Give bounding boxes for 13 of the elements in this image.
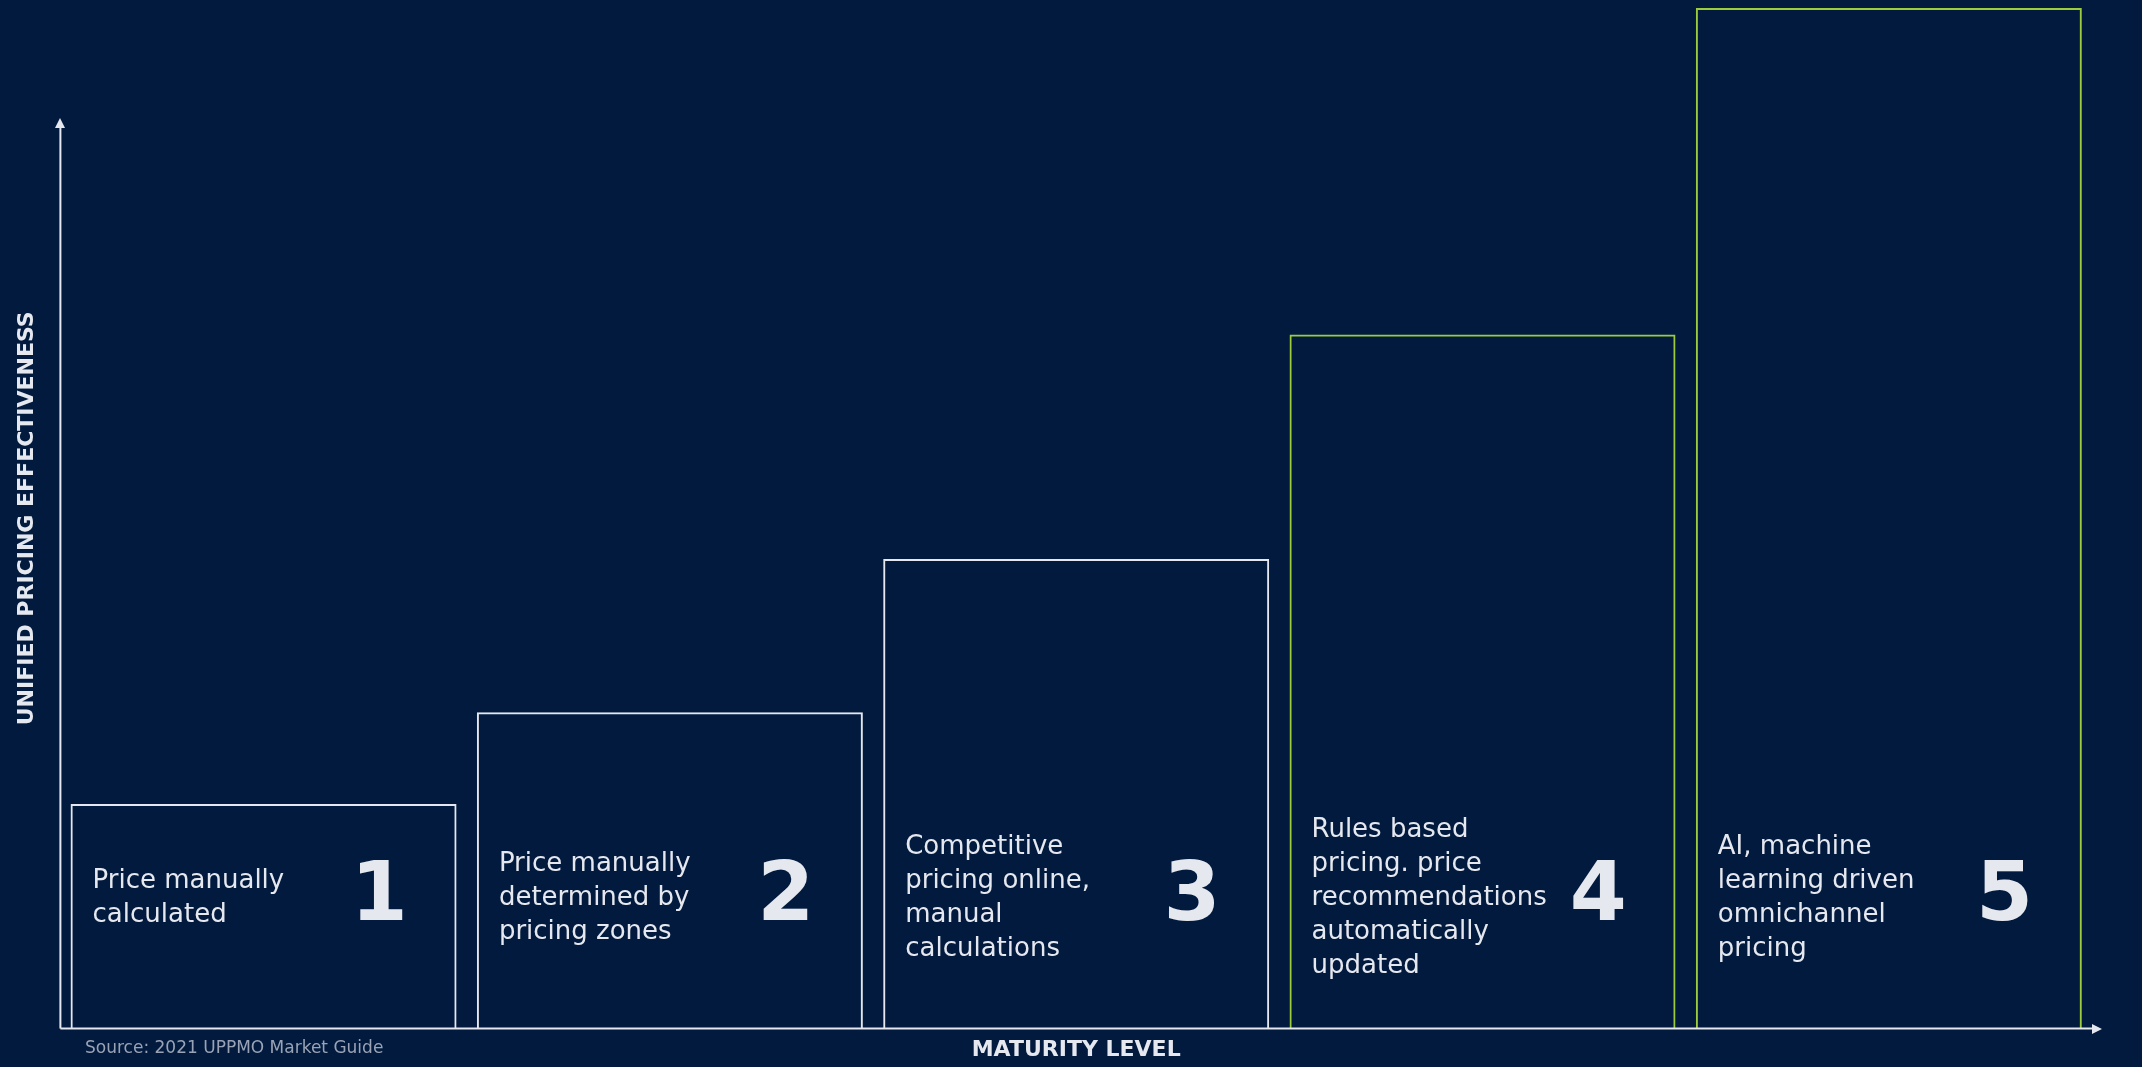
source-note: Source: 2021 UPPMO Market Guide [85,1037,384,1058]
x-axis-title: MATURITY LEVEL [971,1035,1181,1061]
x-tick-label: 2 [757,843,815,939]
x-tick-label: 5 [1976,843,2034,939]
annotation: Price manually calculated [92,864,285,929]
x-tick-label: 4 [1569,843,1627,939]
x-tick-label: 3 [1163,843,1221,939]
annotation: AI, machine learning driven omnichannel pricing [1717,830,1915,963]
y-axis-title: UNIFIED PRICING EFFECTIVENESS [12,311,38,726]
annotation: Price manually determined by pricing zones [498,847,691,946]
x-tick-label: 1 [350,843,408,939]
annotation: Rules based pricing. price recommendations automatically updated [1311,813,1547,980]
annotation: Competitive pricing online, manual calculations [905,830,1090,963]
